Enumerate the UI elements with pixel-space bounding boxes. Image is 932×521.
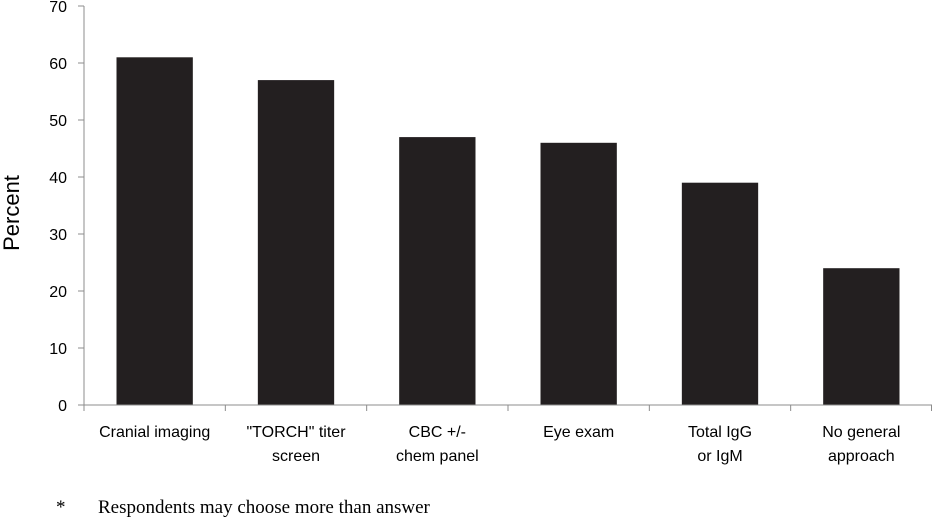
y-tick-label: 40 xyxy=(49,170,67,187)
footnote-text: Respondents may choose more than answer xyxy=(98,497,430,518)
category-label-line: Eye exam xyxy=(543,424,614,441)
footnote: * Respondents may choose more than answer xyxy=(56,497,430,519)
bar-chart: Percent 0 10 20 30 40 50 60 70 Cranial imaging "… xyxy=(0,0,932,465)
bar xyxy=(540,142,617,406)
category-label: No general approach xyxy=(822,424,900,465)
bar xyxy=(116,57,193,406)
y-tick-label: 10 xyxy=(49,341,67,358)
category-label: "TORCH" titer screen xyxy=(246,424,346,465)
bar xyxy=(681,182,759,405)
bars xyxy=(116,57,900,406)
category-label: CBC +/- chem panel xyxy=(396,424,479,465)
footnote-symbol: * xyxy=(56,497,66,518)
category-label-line: "TORCH" titer xyxy=(246,424,346,441)
category-labels: Cranial imaging "TORCH" titer screen CBC +/… xyxy=(99,424,900,465)
category-label-line: Total IgG xyxy=(688,424,752,441)
y-tick-label: 20 xyxy=(49,284,67,301)
y-axis-title: Percent xyxy=(0,175,24,251)
category-label: Cranial imaging xyxy=(99,424,210,441)
category-label-line: screen xyxy=(272,448,320,465)
category-label-line: approach xyxy=(828,448,895,465)
y-tick-label: 0 xyxy=(58,398,67,415)
bar xyxy=(399,137,476,405)
y-tick-label: 30 xyxy=(49,227,67,244)
category-label-line: or IgM xyxy=(697,448,742,465)
category-label-line: CBC +/- xyxy=(409,424,466,441)
x-axis xyxy=(83,404,932,411)
category-label-line: chem panel xyxy=(396,448,479,465)
y-tick-label: 70 xyxy=(49,0,67,16)
y-axis: 0 10 20 30 40 50 60 70 xyxy=(49,0,85,415)
bar xyxy=(823,268,900,405)
y-tick-label: 50 xyxy=(49,113,67,130)
y-tick-label: 60 xyxy=(49,56,67,73)
category-label: Total IgG or IgM xyxy=(688,424,752,465)
category-label: Eye exam xyxy=(543,424,614,441)
category-label-line: Cranial imaging xyxy=(99,424,210,441)
bar xyxy=(257,80,335,405)
category-label-line: No general xyxy=(822,424,900,441)
